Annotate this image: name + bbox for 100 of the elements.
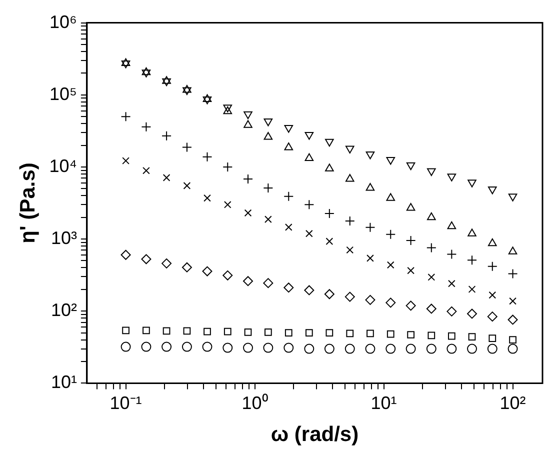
point xyxy=(162,76,171,84)
point xyxy=(141,122,152,132)
point xyxy=(508,344,518,354)
point xyxy=(446,306,457,316)
point xyxy=(223,104,232,112)
point xyxy=(264,328,272,336)
point xyxy=(284,282,294,293)
point xyxy=(406,344,416,354)
point xyxy=(426,344,436,354)
point xyxy=(344,292,355,302)
point xyxy=(325,138,334,147)
point xyxy=(366,330,374,338)
point xyxy=(142,67,151,76)
point xyxy=(162,258,172,268)
point xyxy=(162,174,170,182)
point xyxy=(244,328,252,336)
point xyxy=(243,276,253,286)
point xyxy=(509,297,516,305)
point xyxy=(446,344,457,354)
point xyxy=(407,331,414,338)
x-axis-title: ω (rad/s) xyxy=(270,423,359,446)
point xyxy=(386,298,396,308)
point xyxy=(304,132,314,140)
point xyxy=(182,142,192,152)
point xyxy=(304,153,314,162)
point xyxy=(141,342,152,352)
x-tick-label: 10² xyxy=(500,392,526,413)
point xyxy=(509,336,516,344)
point xyxy=(344,344,355,354)
y-tick-label: 10⁶ xyxy=(50,12,77,32)
point xyxy=(488,334,496,342)
y-tick-label: 10⁴ xyxy=(49,156,77,176)
point xyxy=(202,342,212,352)
point xyxy=(305,230,313,238)
point xyxy=(406,162,416,170)
point xyxy=(182,342,192,352)
point xyxy=(224,200,232,208)
point xyxy=(182,84,192,93)
point xyxy=(202,94,212,102)
point xyxy=(386,344,396,354)
point xyxy=(487,261,498,272)
point xyxy=(204,328,211,336)
point xyxy=(345,146,354,154)
point xyxy=(508,246,518,254)
point xyxy=(284,124,294,133)
point xyxy=(426,242,436,253)
point xyxy=(122,326,130,334)
point xyxy=(162,78,171,86)
point xyxy=(284,142,294,150)
point xyxy=(284,191,294,202)
point xyxy=(183,182,191,190)
point xyxy=(446,249,457,260)
point xyxy=(366,254,374,262)
point xyxy=(386,156,396,165)
point xyxy=(324,344,334,354)
point xyxy=(182,262,192,272)
point xyxy=(326,238,334,245)
point xyxy=(284,329,292,336)
point xyxy=(488,238,497,246)
point xyxy=(428,332,436,340)
point xyxy=(508,194,518,202)
point xyxy=(264,132,273,140)
point xyxy=(122,157,130,164)
point xyxy=(488,291,496,299)
point xyxy=(263,278,274,288)
point xyxy=(222,270,233,280)
point xyxy=(407,266,414,274)
point xyxy=(304,200,314,210)
point xyxy=(386,193,396,201)
y-tick-label: 10² xyxy=(50,300,77,320)
point xyxy=(224,328,232,336)
point xyxy=(346,246,354,254)
point xyxy=(406,202,416,211)
point xyxy=(305,329,313,336)
point xyxy=(468,333,476,340)
point xyxy=(162,342,172,352)
point xyxy=(244,209,252,217)
y-tick-label: 10³ xyxy=(50,228,77,248)
point xyxy=(324,289,334,300)
point xyxy=(508,314,518,325)
point xyxy=(162,130,172,141)
point xyxy=(141,254,152,264)
point xyxy=(488,186,497,194)
point xyxy=(244,120,252,128)
point xyxy=(427,212,436,220)
point xyxy=(304,344,314,354)
point xyxy=(447,221,456,230)
point xyxy=(427,168,436,176)
point xyxy=(264,216,272,223)
point xyxy=(202,152,212,162)
point xyxy=(365,294,376,305)
point xyxy=(121,60,130,68)
point xyxy=(345,174,354,182)
point xyxy=(204,194,211,202)
point xyxy=(366,152,375,160)
y-axis-title: η' (Pa.s) xyxy=(16,162,40,244)
point xyxy=(467,344,478,354)
point xyxy=(120,250,131,260)
point xyxy=(467,308,478,319)
point xyxy=(142,326,150,334)
